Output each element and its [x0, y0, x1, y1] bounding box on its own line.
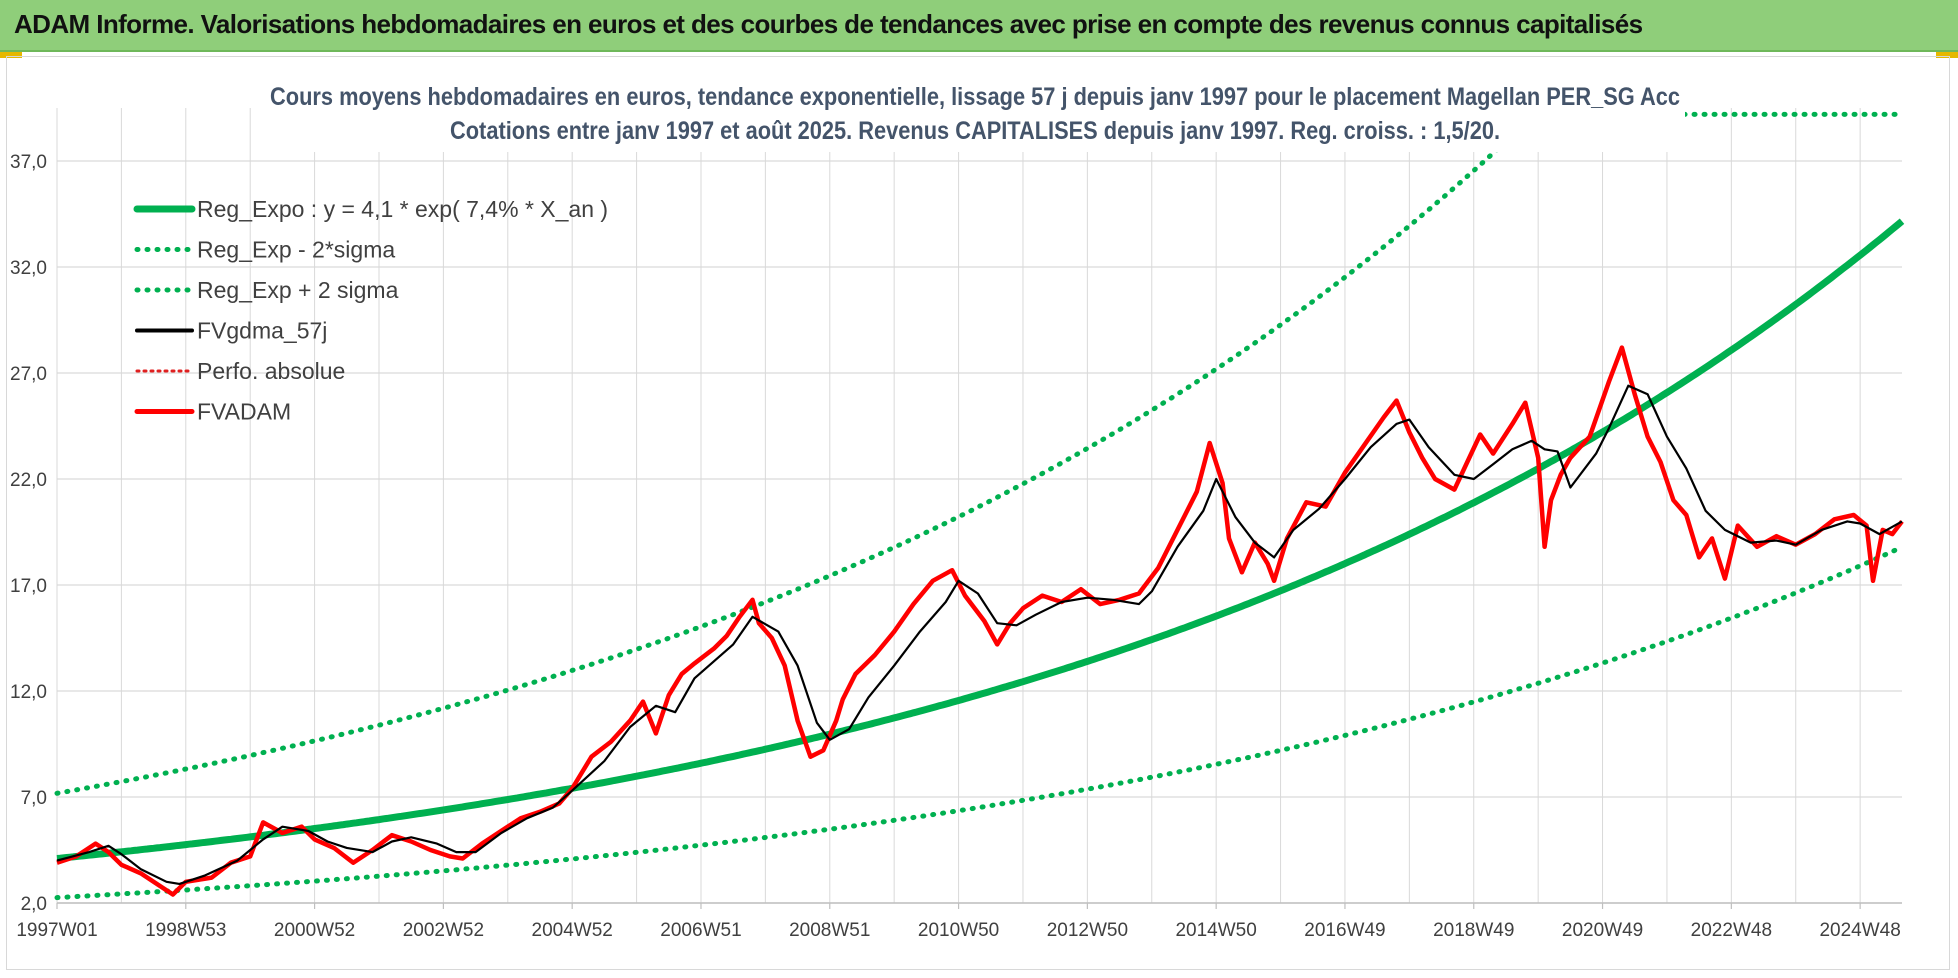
- series-fvadam: [56, 345, 1904, 897]
- legend-label: FVgdma_57j: [197, 318, 327, 344]
- legend-label: Reg_Expo : y = 4,1 * exp( 7,4% * X_an ): [197, 196, 608, 222]
- y-tick-label: 17,0: [10, 576, 47, 597]
- report-banner: ADAM Informe. Valorisations hebdomadaire…: [0, 0, 1958, 52]
- y-tick-label: 2,0: [21, 894, 47, 915]
- x-tick-label: 2000W52: [274, 920, 355, 941]
- x-axis: 1997W01 1998W53 2000W52 2002W52 2004W52 2006W…: [16, 903, 1901, 941]
- x-tick-label: 2024W48: [1819, 920, 1900, 941]
- chart-subtitle: Cotations entre janv 1997 et août 2025. …: [450, 117, 1500, 145]
- x-tick-label: 2002W52: [403, 920, 484, 941]
- y-axis: 2,0 7,0 12,0 17,0 22,0 27,0 32,0 37,0: [10, 152, 47, 915]
- series-reg-exp-minus-2-sigma: [54, 544, 1905, 901]
- legend-entry-fvadam: FVADAM: [134, 399, 291, 425]
- legend-label: FVADAM: [197, 399, 291, 425]
- x-tick-label: 2006W51: [660, 920, 741, 941]
- x-tick-label: 2004W52: [532, 920, 613, 941]
- report-title: ADAM Informe. Valorisations hebdomadaire…: [14, 9, 1643, 39]
- legend-entry-reg-exp-minus: Reg_Exp - 2*sigma: [134, 237, 395, 263]
- legend-entry-fvgdma: FVgdma_57j: [135, 318, 327, 344]
- x-tick-label: 2010W50: [918, 920, 999, 941]
- legend-label: Perfo. absolue: [197, 358, 345, 384]
- legend-label: Reg_Exp + 2 sigma: [197, 277, 399, 303]
- x-tick-label: 2022W48: [1691, 920, 1772, 941]
- legend-entry-perfo: Perfo. absolue: [135, 358, 345, 384]
- y-tick-label: 27,0: [10, 364, 47, 385]
- chart-frame: [6, 56, 1950, 970]
- corner-marker-left: [0, 52, 22, 58]
- series-reg-expo: [56, 218, 1905, 862]
- chart-series: [54, 108, 1905, 901]
- y-tick-label: 7,0: [21, 788, 47, 809]
- chart-title: Cours moyens hebdomadaires en euros, ten…: [270, 83, 1680, 111]
- series-fvgdma-57j: [56, 384, 1903, 885]
- corner-marker-right: [1936, 52, 1958, 58]
- legend-label: Reg_Exp - 2*sigma: [197, 237, 395, 263]
- x-tick-label: 2018W49: [1433, 920, 1514, 941]
- legend-entry-reg-expo: Reg_Expo : y = 4,1 * exp( 7,4% * X_an ): [133, 196, 608, 222]
- x-tick-label: 2016W49: [1304, 920, 1385, 941]
- y-tick-label: 12,0: [10, 682, 47, 703]
- x-tick-label: 1998W53: [145, 920, 226, 941]
- y-tick-label: 22,0: [10, 470, 47, 491]
- x-tick-label: 2020W49: [1562, 920, 1643, 941]
- x-tick-label: 2014W50: [1175, 920, 1256, 941]
- y-tick-label: 37,0: [10, 152, 47, 173]
- x-tick-label: 2012W50: [1047, 920, 1128, 941]
- series-reg-exp-plus-2-sigma: [54, 108, 1541, 796]
- y-tick-label: 32,0: [10, 258, 47, 279]
- chart-legend: Reg_Expo : y = 4,1 * exp( 7,4% * X_an ) R…: [133, 196, 608, 425]
- x-tick-label: 2008W51: [789, 920, 870, 941]
- title-backdrop: [255, 76, 1685, 152]
- x-tick-label: 1997W01: [16, 920, 97, 941]
- legend-entry-reg-exp-plus: Reg_Exp + 2 sigma: [134, 277, 399, 303]
